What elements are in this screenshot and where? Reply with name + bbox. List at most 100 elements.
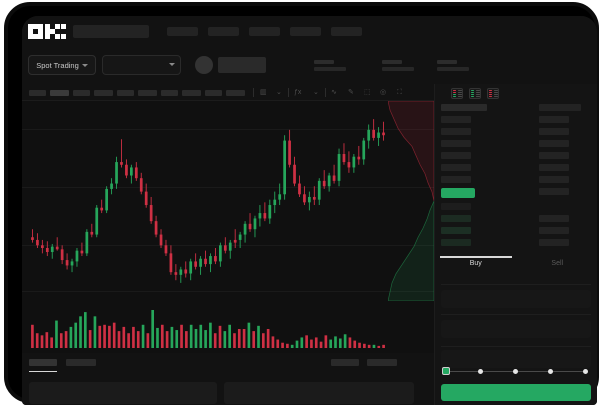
bottom-card-right[interactable] xyxy=(224,382,414,404)
chart-tab-active-underline xyxy=(29,371,57,372)
okx-logo[interactable] xyxy=(28,24,66,39)
timeframe-chip-10[interactable] xyxy=(226,90,245,96)
market-toolbar: Spot Trading xyxy=(22,48,597,84)
app-header xyxy=(22,16,597,48)
timeframe-chip-1[interactable] xyxy=(29,90,46,96)
orderbook-view-bids-icon[interactable] xyxy=(469,88,481,99)
nav-item-5[interactable] xyxy=(331,27,362,36)
buy-tab-underline xyxy=(440,256,512,258)
total-field[interactable] xyxy=(441,350,591,368)
timeframe-chip-9[interactable] xyxy=(205,90,222,96)
orderbook-view-both-icon[interactable] xyxy=(451,88,463,99)
slider-stop-75[interactable] xyxy=(548,368,553,374)
settings-icon[interactable]: ◎ xyxy=(380,89,387,96)
table-row[interactable] xyxy=(441,176,471,183)
market-type-dropdown[interactable]: Spot Trading xyxy=(28,55,96,75)
submit-buy-button[interactable] xyxy=(441,384,591,401)
chevron-down-icon[interactable]: ⌄ xyxy=(276,89,282,96)
toolbar-divider xyxy=(325,88,326,97)
form-divider xyxy=(441,346,591,347)
chart-tab-right-2[interactable] xyxy=(367,359,397,366)
orderbook-header-right xyxy=(539,104,581,111)
stat-3-label xyxy=(437,60,457,64)
timeframe-chip-7[interactable] xyxy=(161,90,178,96)
nav-item-1[interactable] xyxy=(167,27,198,36)
tab-buy[interactable]: Buy xyxy=(469,260,482,267)
table-row[interactable] xyxy=(441,227,471,234)
slider-stop-50[interactable] xyxy=(513,368,518,374)
toolbar-divider xyxy=(253,88,254,97)
form-divider xyxy=(441,314,591,315)
market-depth-overlay xyxy=(388,101,434,301)
candlestick-icon[interactable]: ▥ xyxy=(260,89,267,96)
stat-1-label xyxy=(314,60,334,64)
camera-icon[interactable]: ⬚ xyxy=(364,89,371,96)
nav-item-4[interactable] xyxy=(290,27,321,36)
chart-tab-2[interactable] xyxy=(66,359,96,366)
timeframe-chip-5[interactable] xyxy=(117,90,134,96)
table-row[interactable] xyxy=(441,128,471,135)
fullscreen-icon[interactable]: ⛶ xyxy=(397,89,402,96)
chart-gridline xyxy=(22,129,434,130)
table-row-size xyxy=(539,176,569,183)
table-row-size xyxy=(539,116,569,123)
nav-item-3[interactable] xyxy=(249,27,280,36)
orderbook-mid-price xyxy=(441,188,475,198)
table-row-size xyxy=(539,227,569,234)
orderbook-view-toggle xyxy=(435,84,597,102)
chart-tab-1[interactable] xyxy=(29,359,57,366)
stat-3-value xyxy=(437,67,469,71)
table-row[interactable] xyxy=(441,215,471,222)
search-input[interactable] xyxy=(73,25,149,38)
slider-handle[interactable] xyxy=(442,367,450,375)
chart-gridline xyxy=(22,187,434,188)
tab-sell[interactable]: Sell xyxy=(551,260,564,267)
price-field[interactable] xyxy=(441,290,591,308)
stat-2-value xyxy=(382,67,414,71)
amount-field[interactable] xyxy=(441,320,591,338)
timeframe-chip-6[interactable] xyxy=(138,90,157,96)
chart-tab-right-1[interactable] xyxy=(331,359,359,366)
table-row[interactable] xyxy=(441,164,471,171)
stat-3 xyxy=(437,60,469,71)
table-row-size xyxy=(539,164,569,171)
chevron-down-icon[interactable]: ⌄ xyxy=(313,89,319,96)
stat-2-label xyxy=(382,60,402,64)
market-type-label: Spot Trading xyxy=(36,60,79,70)
order-side-tabs: Buy Sell xyxy=(435,256,597,278)
timeframe-chip-8[interactable] xyxy=(182,90,201,96)
nav-item-2[interactable] xyxy=(208,27,239,36)
stat-1 xyxy=(314,60,346,71)
device-bezel: Spot Trading xyxy=(4,2,599,405)
slider-stop-25[interactable] xyxy=(478,368,483,374)
pencil-icon[interactable]: ✎ xyxy=(348,89,354,96)
bottom-card-left[interactable] xyxy=(29,382,217,404)
stat-2 xyxy=(382,60,414,71)
price-chart[interactable] xyxy=(22,101,434,353)
table-row[interactable] xyxy=(441,116,471,123)
orderbook-view-asks-icon[interactable] xyxy=(487,88,499,99)
order-panel: Buy Sell xyxy=(434,84,597,405)
table-row-size xyxy=(539,140,569,147)
table-row[interactable] xyxy=(441,152,471,159)
line-tool-icon[interactable]: ∿ xyxy=(331,89,337,96)
table-row[interactable] xyxy=(441,203,471,210)
timeframe-chip-2[interactable] xyxy=(50,90,69,96)
table-row[interactable] xyxy=(441,140,471,147)
chevron-down-icon xyxy=(81,63,88,67)
timeframe-chip-3[interactable] xyxy=(73,90,90,96)
table-row[interactable] xyxy=(441,239,471,246)
table-row-size xyxy=(539,152,569,159)
timeframe-chip-4[interactable] xyxy=(94,90,113,96)
indicators-icon[interactable]: ƒx xyxy=(294,89,302,96)
slider-stop-100[interactable] xyxy=(583,368,588,374)
last-price-block xyxy=(218,57,266,73)
form-divider xyxy=(441,284,591,285)
amount-percent-slider[interactable] xyxy=(442,367,590,376)
orderbook-rows[interactable] xyxy=(435,102,597,246)
candlestick-series xyxy=(31,119,385,283)
chevron-down-icon xyxy=(169,63,175,66)
pair-selector[interactable] xyxy=(102,55,181,75)
pair-avatar xyxy=(195,56,213,74)
